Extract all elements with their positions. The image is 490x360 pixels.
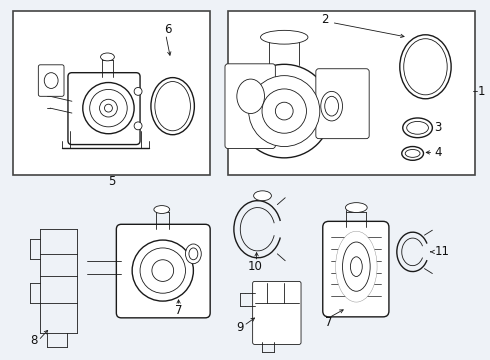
- Ellipse shape: [155, 82, 191, 131]
- Ellipse shape: [404, 39, 447, 95]
- Ellipse shape: [343, 242, 370, 291]
- Ellipse shape: [151, 78, 195, 135]
- FancyBboxPatch shape: [253, 282, 301, 345]
- Ellipse shape: [237, 64, 331, 158]
- Ellipse shape: [134, 87, 142, 95]
- Bar: [228, 11, 475, 175]
- Text: 1: 1: [478, 85, 485, 98]
- Ellipse shape: [325, 96, 339, 116]
- Ellipse shape: [275, 102, 293, 120]
- Ellipse shape: [99, 99, 117, 117]
- Ellipse shape: [254, 191, 271, 201]
- Bar: [13, 11, 210, 175]
- FancyBboxPatch shape: [316, 69, 369, 139]
- Ellipse shape: [186, 244, 201, 264]
- Ellipse shape: [400, 35, 451, 99]
- Text: 3: 3: [434, 121, 441, 134]
- Text: 8: 8: [30, 334, 38, 347]
- Text: 6: 6: [164, 23, 171, 36]
- Ellipse shape: [154, 206, 170, 213]
- Ellipse shape: [134, 122, 142, 130]
- Ellipse shape: [403, 118, 432, 138]
- Ellipse shape: [90, 89, 127, 127]
- Ellipse shape: [262, 89, 306, 133]
- Ellipse shape: [100, 53, 114, 61]
- Text: 10: 10: [248, 260, 263, 273]
- Ellipse shape: [189, 248, 198, 260]
- Ellipse shape: [132, 240, 194, 301]
- Text: 5: 5: [108, 175, 115, 189]
- Ellipse shape: [336, 231, 377, 302]
- Ellipse shape: [104, 104, 112, 112]
- FancyBboxPatch shape: [38, 65, 64, 96]
- Text: 11: 11: [434, 246, 449, 258]
- Ellipse shape: [140, 248, 186, 293]
- FancyBboxPatch shape: [68, 73, 140, 145]
- FancyBboxPatch shape: [225, 64, 275, 148]
- Ellipse shape: [350, 257, 362, 276]
- Ellipse shape: [261, 30, 308, 44]
- Ellipse shape: [405, 149, 420, 157]
- Text: 7: 7: [175, 305, 182, 318]
- Ellipse shape: [152, 260, 173, 282]
- Ellipse shape: [345, 203, 367, 212]
- Ellipse shape: [83, 82, 134, 134]
- Ellipse shape: [249, 76, 320, 147]
- Text: 2: 2: [321, 13, 328, 26]
- FancyBboxPatch shape: [323, 221, 389, 317]
- Ellipse shape: [237, 79, 265, 113]
- Ellipse shape: [407, 121, 428, 134]
- Text: 9: 9: [236, 321, 244, 334]
- FancyBboxPatch shape: [116, 224, 210, 318]
- Text: 4: 4: [434, 146, 442, 159]
- Ellipse shape: [44, 73, 58, 89]
- Ellipse shape: [402, 147, 423, 160]
- Ellipse shape: [321, 91, 343, 121]
- Text: 7: 7: [325, 316, 332, 329]
